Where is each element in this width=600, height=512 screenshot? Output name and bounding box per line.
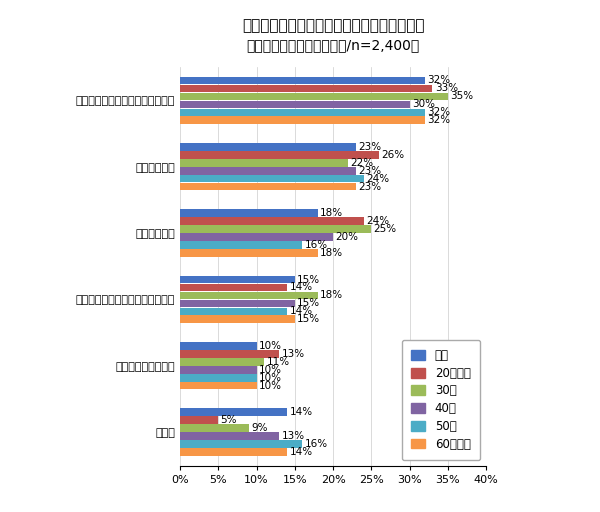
Bar xyxy=(180,159,349,166)
Text: 9%: 9% xyxy=(251,423,268,433)
Bar xyxy=(180,409,287,416)
Legend: 全体, 20代以下, 30代, 40代, 50代, 60代以上: 全体, 20代以下, 30代, 40代, 50代, 60代以上 xyxy=(402,339,480,460)
Text: 14%: 14% xyxy=(289,407,313,417)
Text: 20%: 20% xyxy=(335,232,358,242)
Text: 14%: 14% xyxy=(289,283,313,292)
Text: 図柄入りナンバープレートにしていない理由: 図柄入りナンバープレートにしていない理由 xyxy=(242,18,424,33)
Text: 32%: 32% xyxy=(427,75,450,86)
Bar xyxy=(180,342,257,350)
Text: 23%: 23% xyxy=(358,142,382,152)
Bar xyxy=(180,183,356,190)
Bar xyxy=(180,416,218,424)
Text: 26%: 26% xyxy=(381,150,404,160)
Bar xyxy=(180,77,425,84)
Text: 11%: 11% xyxy=(266,357,290,367)
Bar xyxy=(180,315,295,323)
Bar xyxy=(180,424,249,432)
Bar xyxy=(180,167,356,175)
Bar xyxy=(180,100,410,108)
Text: 10%: 10% xyxy=(259,341,282,351)
Bar xyxy=(180,374,257,381)
Text: 15%: 15% xyxy=(297,298,320,308)
Text: （クルマ保有者　複数回答/n=2,400）: （クルマ保有者 複数回答/n=2,400） xyxy=(247,38,419,52)
Bar xyxy=(180,275,295,283)
Text: 23%: 23% xyxy=(358,182,382,191)
Text: 24%: 24% xyxy=(366,216,389,226)
Bar xyxy=(180,143,356,151)
Text: 13%: 13% xyxy=(282,431,305,441)
Text: 32%: 32% xyxy=(427,115,450,125)
Text: 10%: 10% xyxy=(259,373,282,382)
Bar xyxy=(180,217,364,225)
Bar xyxy=(180,109,425,116)
Text: 33%: 33% xyxy=(435,83,458,94)
Text: 35%: 35% xyxy=(450,92,473,101)
Text: 30%: 30% xyxy=(412,99,435,110)
Text: 15%: 15% xyxy=(297,274,320,285)
Bar xyxy=(180,284,287,291)
Bar xyxy=(180,350,280,357)
Bar xyxy=(180,93,448,100)
Text: 18%: 18% xyxy=(320,290,343,301)
Text: 23%: 23% xyxy=(358,166,382,176)
Text: 16%: 16% xyxy=(305,439,328,449)
Bar xyxy=(180,84,433,92)
Text: 18%: 18% xyxy=(320,208,343,218)
Bar xyxy=(180,116,425,124)
Text: 16%: 16% xyxy=(305,240,328,250)
Text: 25%: 25% xyxy=(374,224,397,234)
Bar xyxy=(180,432,280,440)
Bar xyxy=(180,366,257,374)
Bar xyxy=(180,440,302,448)
Bar xyxy=(180,382,257,390)
Bar xyxy=(180,225,371,233)
Text: 24%: 24% xyxy=(366,174,389,184)
Text: 13%: 13% xyxy=(282,349,305,359)
Bar xyxy=(180,292,318,299)
Bar xyxy=(180,249,318,257)
Bar xyxy=(180,209,318,217)
Text: 10%: 10% xyxy=(259,380,282,391)
Text: 14%: 14% xyxy=(289,306,313,316)
Bar xyxy=(180,175,364,182)
Text: 22%: 22% xyxy=(350,158,374,168)
Bar xyxy=(180,233,333,241)
Bar xyxy=(180,241,302,249)
Bar xyxy=(180,300,295,307)
Text: 32%: 32% xyxy=(427,108,450,117)
Text: 18%: 18% xyxy=(320,248,343,258)
Bar xyxy=(180,448,287,456)
Text: 5%: 5% xyxy=(221,415,237,425)
Bar xyxy=(180,151,379,159)
Text: 15%: 15% xyxy=(297,314,320,324)
Text: 14%: 14% xyxy=(289,447,313,457)
Bar xyxy=(180,308,287,315)
Bar xyxy=(180,358,264,366)
Text: 10%: 10% xyxy=(259,365,282,375)
